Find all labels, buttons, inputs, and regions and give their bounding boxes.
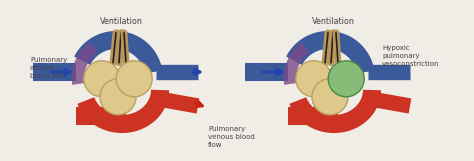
Circle shape bbox=[312, 79, 348, 115]
Circle shape bbox=[100, 79, 136, 115]
Text: Pulmonary
venous blood
flow: Pulmonary venous blood flow bbox=[208, 126, 255, 148]
Circle shape bbox=[84, 61, 120, 97]
Text: Ventilation: Ventilation bbox=[311, 17, 355, 26]
Circle shape bbox=[116, 61, 152, 97]
Text: Hypoxic
pulmonary
vasoconstriction: Hypoxic pulmonary vasoconstriction bbox=[382, 45, 439, 67]
Text: Ventilation: Ventilation bbox=[100, 17, 143, 26]
Circle shape bbox=[296, 61, 332, 97]
Text: Pulmonary
arterial
blood flow: Pulmonary arterial blood flow bbox=[30, 57, 67, 79]
Circle shape bbox=[328, 61, 364, 97]
